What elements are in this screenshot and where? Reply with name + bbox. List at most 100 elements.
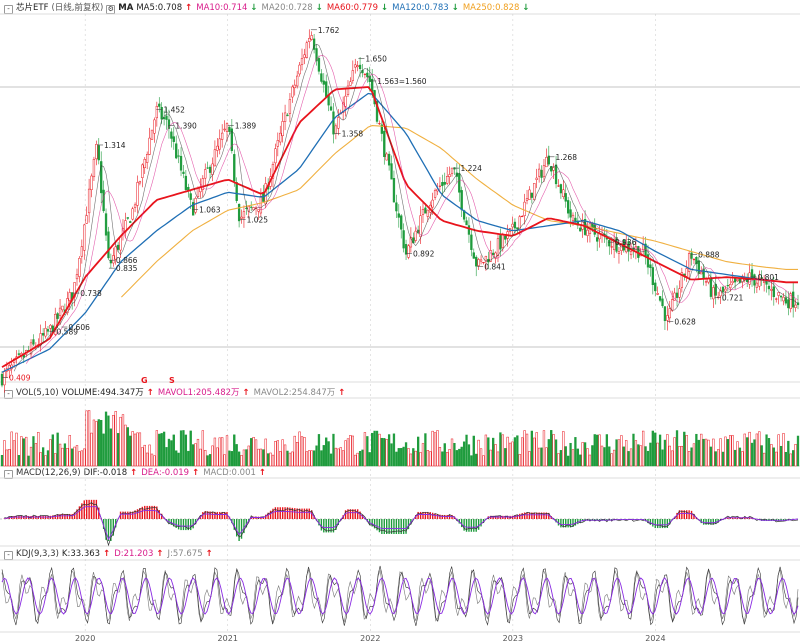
volume-bar — [5, 449, 8, 467]
candle-body — [177, 155, 180, 157]
volume-bar — [721, 451, 725, 467]
price-annotation: 0.589 — [57, 327, 79, 336]
candle-body — [470, 234, 473, 250]
volume-bar — [421, 443, 425, 467]
candle-body — [511, 223, 514, 228]
volume-bar — [666, 434, 669, 467]
volume-bar — [245, 449, 248, 467]
volume-bar — [124, 424, 127, 467]
volume-bar — [208, 454, 212, 467]
arrow-up-icon: ↑ — [338, 388, 346, 398]
price-annotation: 1.268 — [556, 153, 578, 162]
volume-bar — [436, 430, 439, 467]
volume-bar — [637, 444, 640, 467]
macd-value-0: DIF:-0.018 — [83, 468, 128, 478]
candle-body — [390, 163, 393, 180]
candle-body — [649, 264, 652, 269]
price-annotation: 0.738 — [80, 289, 102, 298]
volume-bar — [51, 434, 54, 467]
volume-bar — [586, 448, 589, 467]
candle-body — [668, 308, 671, 319]
volume-bar — [71, 448, 74, 467]
volume-bar — [221, 437, 224, 467]
volume-bar — [576, 448, 579, 467]
volume-bar — [494, 444, 497, 467]
volume-bar — [184, 434, 188, 467]
candle-body — [279, 132, 282, 143]
volume-bar — [317, 434, 321, 467]
volume-bar — [196, 438, 200, 467]
volume-bar — [146, 452, 149, 467]
volume-bar — [767, 438, 771, 467]
volume-bar — [199, 448, 202, 467]
volume-bar — [160, 433, 163, 467]
volume-bar — [102, 433, 105, 467]
volume-bar — [104, 411, 108, 467]
volume-bar — [354, 454, 357, 467]
candle-body — [501, 233, 504, 248]
candle-body — [658, 296, 662, 301]
volume-bar — [351, 435, 354, 467]
candle-body — [419, 215, 422, 237]
candle-body — [92, 159, 96, 178]
macd-header: - MACD(12,26,9) DIF:-0.018 ↑ DEA:-0.019 ↑ MACD… — [4, 467, 273, 479]
volume-bar — [41, 447, 45, 467]
volume-bar — [293, 435, 296, 467]
candle-body — [0, 373, 4, 386]
volume-bar — [305, 451, 309, 467]
price-annotation: 1.390 — [175, 121, 197, 130]
volume-bar — [649, 442, 652, 467]
volume-bar — [562, 431, 565, 467]
arrow-down-icon: ↓ — [315, 3, 323, 13]
volume-bar — [499, 432, 502, 467]
volume-bar — [554, 439, 558, 467]
price-annotation: 1.563=1.560 — [377, 77, 426, 86]
volume-bar — [596, 434, 599, 467]
volume-bar — [787, 440, 790, 467]
candle-body — [441, 182, 444, 187]
volume-bar — [487, 437, 490, 467]
candle-body — [770, 289, 773, 291]
candle-body — [276, 140, 279, 147]
volume-bar — [680, 445, 684, 467]
volume-bar — [583, 442, 587, 467]
volume-bar — [378, 433, 381, 467]
candle-body — [160, 106, 163, 120]
candle-body — [777, 292, 780, 296]
candle-body — [552, 167, 555, 171]
candle-body — [383, 130, 386, 158]
volume-bar — [327, 441, 330, 467]
volume-bar — [80, 450, 83, 467]
volume-bar — [717, 449, 720, 467]
volume-bar — [441, 451, 444, 467]
candle-body — [191, 202, 195, 216]
candle-body — [569, 209, 572, 218]
volume-bar — [525, 433, 529, 467]
volume-bar — [66, 448, 69, 467]
volume-bar — [475, 453, 478, 467]
volume-bar — [346, 438, 350, 467]
candle-body — [680, 272, 684, 288]
candle-body — [221, 132, 224, 140]
volume-bar — [334, 447, 338, 467]
volume-bar — [310, 450, 313, 467]
candle-body — [80, 246, 83, 257]
volume-bar — [312, 450, 316, 467]
arrow-down-icon: ↓ — [381, 3, 389, 13]
price-annotation: 0.835 — [116, 264, 138, 273]
candle-body — [300, 58, 304, 65]
volume-bar — [409, 453, 413, 467]
volume-bar — [240, 455, 243, 467]
candle-body — [521, 215, 524, 218]
volume-bar — [748, 431, 751, 467]
candle-body — [310, 35, 313, 40]
volume-bar — [523, 430, 526, 467]
candle-body — [196, 187, 200, 198]
volume-bar — [250, 438, 253, 467]
candle-body — [784, 297, 788, 304]
candle-body — [380, 124, 384, 134]
ma-values: MA5:0.708 ↑ MA10:0.714 ↓ MA20:0.728 ↓ MA60:0.7… — [136, 3, 533, 13]
volume-bar — [397, 448, 400, 467]
volume-bar — [726, 439, 729, 467]
